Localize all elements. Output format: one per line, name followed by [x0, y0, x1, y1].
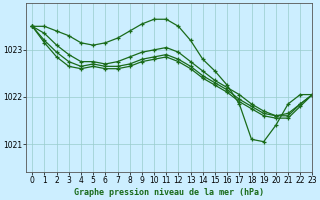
X-axis label: Graphe pression niveau de la mer (hPa): Graphe pression niveau de la mer (hPa) [74, 188, 264, 197]
